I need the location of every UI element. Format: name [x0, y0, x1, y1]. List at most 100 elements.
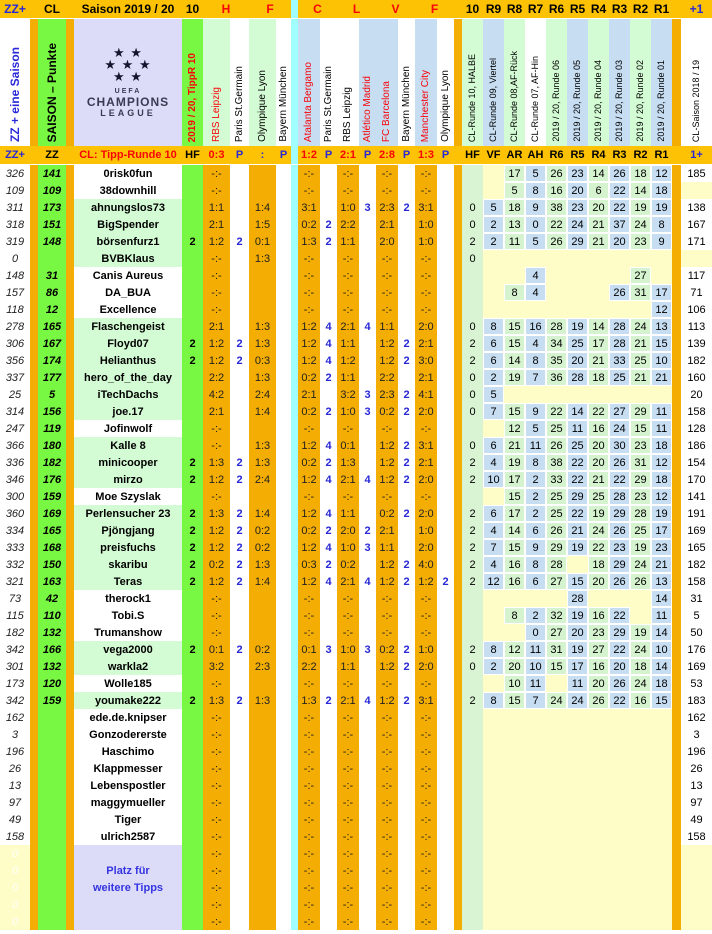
- points-cell-h: [230, 709, 249, 726]
- round-cell-r4: 17: [588, 335, 609, 352]
- player-row: 311 173 ahnungslos73 1:1 1:4 3:1 1:0 3 2:3 2 3:1 0 5…: [0, 199, 712, 216]
- zz-cell: 148: [38, 233, 66, 250]
- tip-cell-f: [249, 267, 276, 284]
- round-cell-r3: 22: [609, 182, 630, 199]
- points-cell-c: [320, 590, 337, 607]
- round-cell-r1: 9: [651, 233, 672, 250]
- round-cell-ah: 9: [525, 403, 546, 420]
- tip-cell-v: 1:1: [376, 539, 398, 556]
- round-cell-r6: 38: [546, 454, 567, 471]
- round-cell-vf: [483, 760, 504, 777]
- round-cell-hf: [462, 301, 483, 318]
- prev-season-cell: 158: [681, 403, 712, 420]
- round-cell-ar: [504, 845, 525, 862]
- round-col-label: 2019 / 20, Runde 01: [651, 19, 672, 146]
- tip-cell-c: 1:3: [298, 233, 320, 250]
- round-cell-ah: 5: [525, 233, 546, 250]
- divider: [672, 165, 681, 182]
- round-cell-r1: 10: [651, 352, 672, 369]
- zz-cell: 86: [38, 284, 66, 301]
- tip-cell-f: [249, 284, 276, 301]
- round-cell-r1: [651, 267, 672, 284]
- round-cell-vf: [483, 250, 504, 267]
- round-label-r1: R1: [654, 149, 669, 161]
- hf-points-cell: [182, 590, 203, 607]
- zz-cell: 119: [38, 420, 66, 437]
- tip-cell-v: 1:2: [376, 454, 398, 471]
- round-cell-r4: 22: [588, 539, 609, 556]
- zz-plus-cell: 115: [0, 607, 30, 624]
- divider: [672, 19, 681, 146]
- round-cell-vf: 4: [483, 556, 504, 573]
- points-cell-h: [230, 386, 249, 403]
- round-cell-r5: [567, 284, 588, 301]
- divider: [30, 369, 38, 386]
- points-cell-l: [359, 335, 376, 352]
- divider: [672, 760, 681, 777]
- tip-cell-h: -:-: [203, 709, 230, 726]
- points-cell-v: [398, 794, 415, 811]
- player-row: 118 12 Excellence -:- -:- -:- -:- -:- 12 106: [0, 301, 712, 318]
- round-cell-r3: 26: [609, 454, 630, 471]
- round-cell-r6: 26: [546, 165, 567, 182]
- round-cell-r6: 28: [546, 318, 567, 335]
- points-cell-f2: [437, 743, 454, 760]
- divider: [672, 233, 681, 250]
- points-cell-f: [276, 760, 291, 777]
- prev-season-cell: 171: [681, 233, 712, 250]
- round-cell-r1: 17: [651, 284, 672, 301]
- hf-points-cell: [182, 777, 203, 794]
- tip-cell-h: -:-: [203, 743, 230, 760]
- round-cell-r3: 22: [609, 607, 630, 624]
- tip-cell-f: [249, 794, 276, 811]
- divider: [30, 777, 38, 794]
- round-col-label: 2019 / 20, Runde 02: [630, 19, 651, 146]
- points-cell-f2: [437, 539, 454, 556]
- round-cell-r1: 10: [651, 641, 672, 658]
- round-cell-ah: 0: [525, 216, 546, 233]
- points-cell-c: [320, 777, 337, 794]
- round-cell-r2: 19: [630, 539, 651, 556]
- points-cell-l: [359, 182, 376, 199]
- round-cell-ar: 17: [504, 505, 525, 522]
- round-cell-vf: [483, 488, 504, 505]
- round-cell-ar: 13: [504, 216, 525, 233]
- hf-points-cell: [182, 199, 203, 216]
- points-cell-c: 2: [320, 692, 337, 709]
- round-cell-r6: 31: [546, 641, 567, 658]
- points-cell-h: 2: [230, 556, 249, 573]
- zz-plus-cell: 173: [0, 675, 30, 692]
- tip-cell-f: [249, 811, 276, 828]
- tip-cell-f2: 1:0: [415, 641, 437, 658]
- player-name: Klappmesser: [74, 760, 182, 777]
- tip-cell-c: 0:3: [298, 556, 320, 573]
- tip-cell-v: 2:0: [376, 233, 398, 250]
- tip-cell-h: -:-: [203, 794, 230, 811]
- tip-cell-v: -:-: [376, 879, 398, 896]
- tip-cell-v: -:-: [376, 777, 398, 794]
- hf-points-cell: [182, 216, 203, 233]
- zz-cell: 109: [38, 182, 66, 199]
- divider: [454, 862, 462, 879]
- tip-cell-h: 2:1: [203, 318, 230, 335]
- hf-points-cell: [182, 743, 203, 760]
- points-cell-f: [276, 216, 291, 233]
- placeholder-name-cell: [74, 845, 182, 862]
- tip-cell-l: 1:0: [337, 199, 359, 216]
- points-cell-v: 2: [398, 454, 415, 471]
- zz-plus-cell: 0: [0, 896, 30, 913]
- tip-cell-f2: 3:1: [415, 692, 437, 709]
- hf-points-cell: [182, 267, 203, 284]
- round-cell-r6: [546, 709, 567, 726]
- round-cell-hf: [462, 777, 483, 794]
- divider: [66, 760, 74, 777]
- points-cell-h: 2: [230, 454, 249, 471]
- divider: [30, 573, 38, 590]
- zz-plus-cell: 25: [0, 386, 30, 403]
- points-cell-l: 4: [359, 471, 376, 488]
- prev-season-cell: 53: [681, 675, 712, 692]
- round-cell-r5: [567, 556, 588, 573]
- divider: [672, 743, 681, 760]
- hf-points-cell: [182, 726, 203, 743]
- hf-points-cell: [182, 420, 203, 437]
